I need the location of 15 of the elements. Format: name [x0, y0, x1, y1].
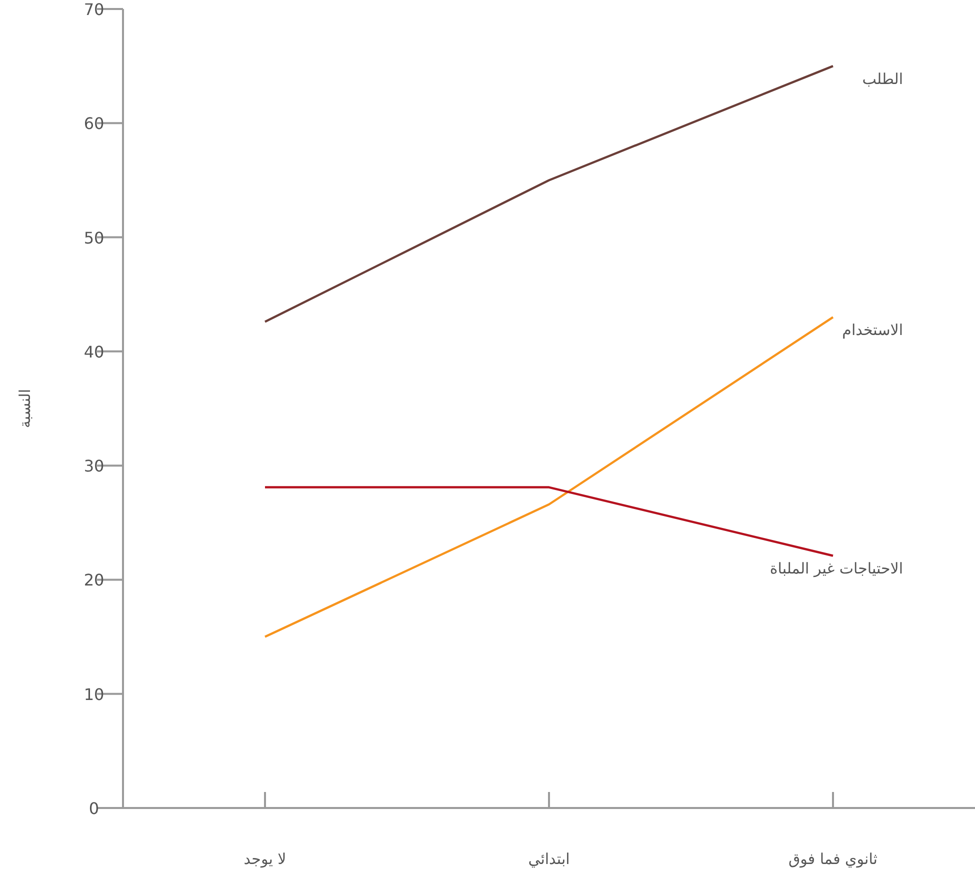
series-label: الطلب	[862, 70, 903, 88]
y-tick-label: 60	[84, 114, 104, 134]
y-tick-label: 10	[84, 684, 104, 704]
y-tick-label: 30	[84, 456, 104, 476]
y-axis-title: النسبة	[16, 388, 34, 428]
y-tick-label: 70	[84, 0, 104, 19]
series-label: الاحتياجات غير الملباة	[770, 560, 903, 578]
x-tick-label: ثانوي فما فوق	[788, 850, 878, 868]
x-tick-label: ابتدائي	[528, 850, 570, 868]
y-tick-label: 50	[84, 228, 104, 248]
series-label: الاستخدام	[842, 321, 903, 340]
y-tick-label: 20	[84, 570, 104, 590]
y-tick-label: 0	[88, 799, 100, 818]
x-tick-label: لا يوجد	[244, 850, 286, 868]
y-tick-label: 40	[84, 342, 104, 362]
